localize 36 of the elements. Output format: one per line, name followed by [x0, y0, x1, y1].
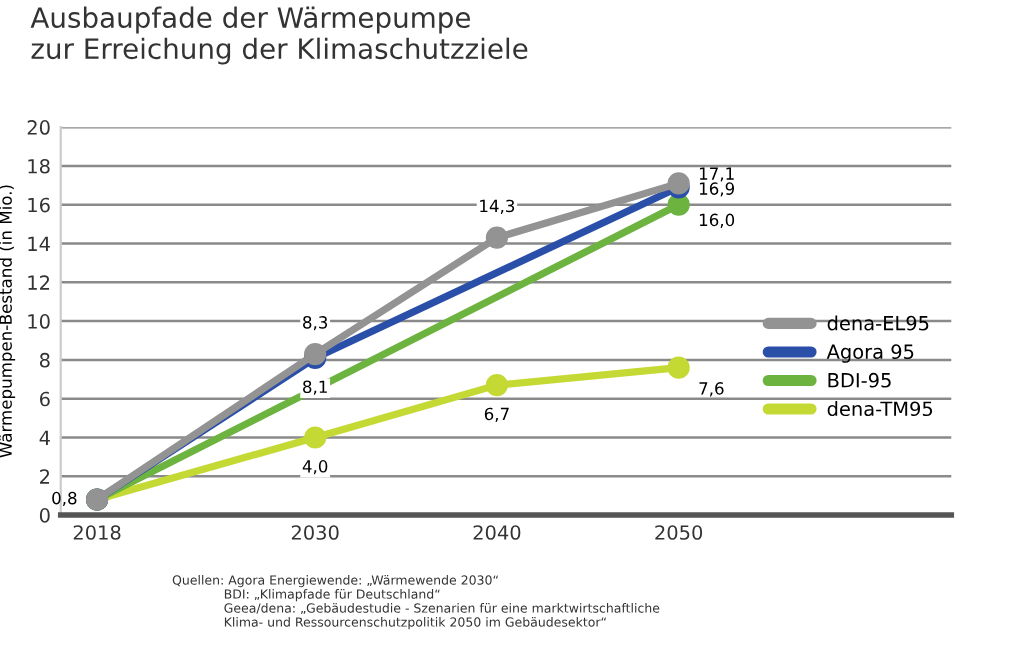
y-tick-label: 18	[28, 158, 50, 174]
data-label: 6,7	[484, 407, 509, 422]
point	[485, 226, 509, 249]
legend-label: Agora 95	[826, 344, 914, 363]
y-axis-title: Wärmepumpen-Bestand (in Mio.)	[0, 185, 16, 458]
chart-title: Ausbaupfade der Wärmepumpe zur Erreichung der Klimaschutzziele	[30, 6, 528, 65]
data-label: 0,8	[52, 491, 77, 507]
x-tick-label: 2030	[291, 525, 339, 540]
data-label: 7,6	[699, 382, 724, 397]
data-label: 8,3	[303, 316, 328, 331]
data-label: 14,3	[480, 199, 515, 214]
data-label: 16,0	[699, 213, 735, 228]
y-tick-label: 16	[28, 197, 50, 213]
y-tick-label: 8	[39, 352, 50, 368]
data-label: 16,9	[699, 182, 735, 197]
x-tick-label: 2018	[73, 525, 121, 540]
y-tick-label: 0	[39, 508, 50, 523]
y-tick-label: 6	[39, 391, 50, 407]
y-tick-label: 20	[27, 120, 50, 135]
y-tick-label: 10	[28, 314, 50, 329]
x-tick-label: 2050	[655, 525, 703, 540]
point	[485, 374, 509, 397]
point	[667, 356, 690, 379]
y-tick-label: 12	[28, 275, 50, 290]
legend-label: dena-EL95	[827, 315, 929, 331]
data-label: 8,1	[303, 380, 327, 395]
y-tick-label: 14	[28, 236, 50, 251]
y-tick-label: 4	[39, 430, 50, 445]
y-tick-label: 2	[40, 469, 50, 484]
data-label: 4,0	[302, 460, 328, 475]
point	[304, 426, 327, 449]
data-label: 17,1	[699, 167, 734, 182]
legend-label: dena-TM95	[827, 401, 933, 417]
x-tick-label: 2040	[473, 525, 521, 540]
legend-label: BDI-95	[828, 372, 891, 388]
point	[667, 193, 690, 216]
